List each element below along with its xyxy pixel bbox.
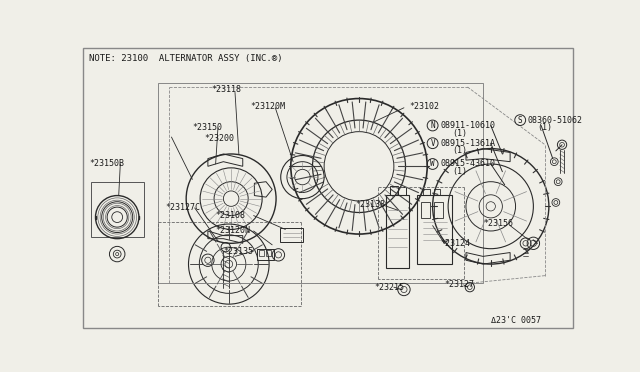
Bar [157, 83, 483, 283]
Text: *23127: *23127 [444, 280, 474, 289]
Bar [397, 187, 406, 195]
Text: 08915-1361A: 08915-1361A [440, 139, 495, 148]
Text: 08915-43610: 08915-43610 [440, 160, 495, 169]
Text: *23200: *23200 [204, 134, 234, 143]
Text: NOTE: 23100  ALTERNATOR ASSY (INC.®): NOTE: 23100 ALTERNATOR ASSY (INC.®) [90, 54, 283, 63]
Text: (1): (1) [452, 167, 467, 176]
Text: *23150B: *23150B [90, 160, 124, 169]
Bar [257, 249, 274, 260]
Bar [259, 250, 264, 256]
Text: *23108: *23108 [216, 211, 246, 220]
Text: *23156: *23156 [483, 219, 513, 228]
Text: V: V [430, 139, 435, 148]
Text: (1): (1) [452, 147, 467, 155]
Bar [417, 195, 452, 264]
Bar [390, 186, 397, 195]
Text: 08911-10610: 08911-10610 [440, 121, 495, 130]
Text: *23127C: *23127C [165, 203, 200, 212]
Bar [280, 228, 303, 242]
Bar [423, 189, 429, 195]
Text: *23215: *23215 [374, 283, 404, 292]
Bar [386, 195, 410, 268]
Text: S: S [518, 116, 522, 125]
Text: *23138: *23138 [355, 200, 385, 209]
Text: *23150: *23150 [193, 123, 222, 132]
Text: 08360-51062: 08360-51062 [528, 116, 583, 125]
Bar [434, 202, 444, 218]
Text: N: N [430, 121, 435, 130]
Text: W: W [430, 160, 435, 169]
Text: *23118: *23118 [212, 85, 242, 94]
Bar [421, 202, 430, 218]
Text: (1): (1) [452, 129, 467, 138]
Text: *23120M: *23120M [250, 102, 285, 111]
Text: *23120N: *23120N [216, 227, 251, 235]
Bar [434, 189, 440, 195]
Bar [91, 182, 143, 237]
Bar [266, 250, 271, 256]
Text: Δ23'C 0057: Δ23'C 0057 [491, 316, 541, 325]
Text: *23135: *23135 [223, 247, 253, 256]
Text: *23102: *23102 [410, 102, 440, 111]
Text: (1): (1) [537, 123, 552, 132]
Text: *23124: *23124 [440, 239, 470, 248]
